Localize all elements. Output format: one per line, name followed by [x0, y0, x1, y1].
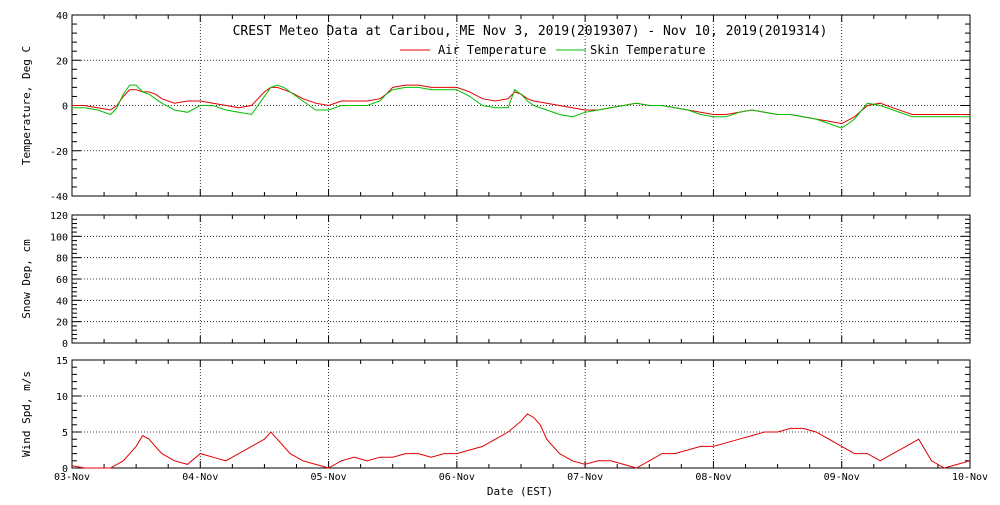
legend-label-air: Air Temperature: [438, 43, 546, 57]
temperature-ytick-label: -20: [50, 147, 68, 158]
x-tick-label: 10-Nov: [952, 472, 988, 483]
snow-depth-ytick-label: 40: [56, 296, 68, 307]
legend: Air Temperature Skin Temperature: [400, 43, 706, 57]
snow-depth-ytick-label: 0: [62, 339, 68, 350]
wind-speed-ytick-label: 5: [62, 428, 68, 439]
series-line-wind-speed: [71, 413, 971, 469]
chart-title: CREST Meteo Data at Caribou, ME Nov 3, 2…: [233, 24, 828, 39]
snow-depth-ytick-label: 20: [56, 318, 68, 329]
wind-speed-ytick-label: 10: [56, 392, 68, 403]
x-tick-label: 06-Nov: [439, 472, 475, 483]
x-tick-label: 03-Nov: [54, 472, 90, 483]
snow-depth-ytick-label: 80: [56, 254, 68, 265]
x-tick-labels: 03-Nov 04-Nov 05-Nov 06-Nov 07-Nov 08-Nov 09-N…: [54, 472, 988, 483]
snow-depth-ylabel: Snow Dep, cm: [20, 239, 33, 319]
wind-speed-ylabel: Wind Spd, m/s: [20, 371, 33, 457]
snow-depth-ytick-label: 100: [50, 232, 68, 243]
x-axis-label: Date (EST): [487, 485, 553, 498]
x-tick-label: 04-Nov: [182, 472, 218, 483]
x-tick-label: 05-Nov: [311, 472, 347, 483]
temperature-ytick-label: 0: [62, 102, 68, 113]
snow-depth-ytick-label: 120: [50, 211, 68, 222]
temperature-ytick-label: 40: [56, 11, 68, 22]
x-tick-label: 08-Nov: [695, 472, 731, 483]
wind-speed-ytick-label: 0: [62, 464, 68, 475]
temperature-ylabel: Temperature, Deg C: [20, 46, 33, 165]
series-line-skin-temperature: [72, 84, 970, 129]
panels: -40 -20 0 20 40 Temperature, Deg C 0 20 40 60 80 10…: [20, 11, 971, 475]
x-tick-label: 09-Nov: [824, 472, 860, 483]
x-tick-label: 07-Nov: [567, 472, 603, 483]
temperature-ytick-label: 20: [56, 56, 68, 67]
snow-depth-panel: 0 20 40 60 80 100 120 Snow Dep, cm: [20, 211, 971, 350]
wind-speed-ytick-label: 15: [56, 356, 68, 367]
temperature-panel: -40 -20 0 20 40 Temperature, Deg C: [20, 11, 971, 203]
temperature-ytick-label: -40: [50, 192, 68, 203]
snow-depth-ytick-label: 60: [56, 275, 68, 286]
wind-speed-panel: 0 5 10 15 Wind Spd, m/s: [20, 356, 971, 475]
legend-label-skin: Skin Temperature: [590, 43, 706, 57]
